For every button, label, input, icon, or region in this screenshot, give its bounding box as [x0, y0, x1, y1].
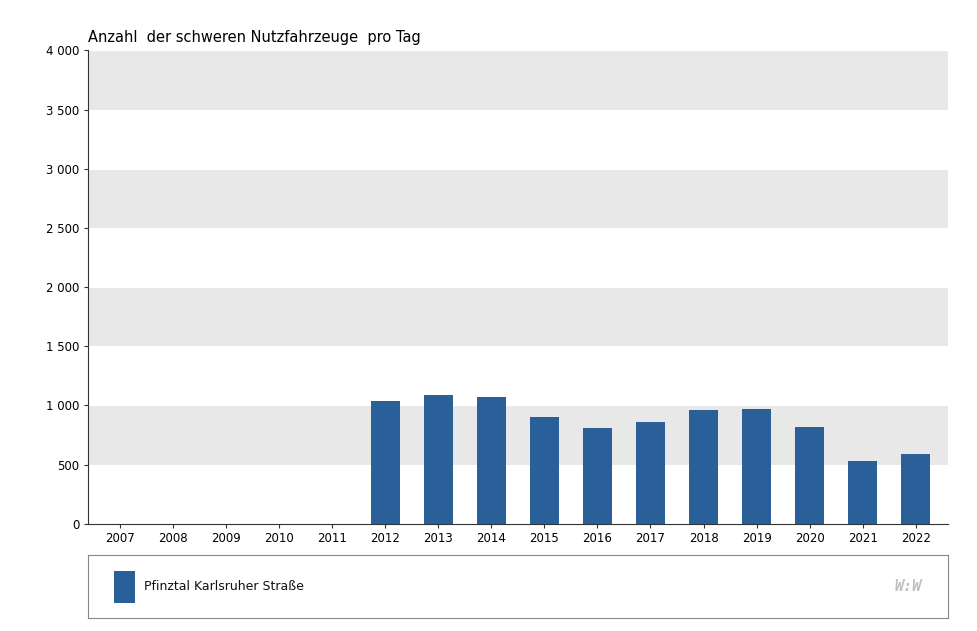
Bar [530, 417, 559, 524]
Bar [88, 110, 948, 168]
Bar [370, 401, 400, 524]
Bar [424, 395, 452, 524]
Bar [795, 427, 825, 524]
Bar [88, 168, 948, 228]
Text: Anzahl  der schweren Nutzfahrzeuge  pro Tag: Anzahl der schweren Nutzfahrzeuge pro Ta… [88, 30, 421, 45]
Bar [689, 410, 718, 524]
Bar [88, 346, 948, 405]
Bar [88, 287, 948, 346]
Bar [901, 454, 930, 524]
Bar [636, 422, 665, 524]
Bar [583, 428, 612, 524]
Bar [743, 409, 771, 524]
Bar [848, 461, 877, 524]
Bar [113, 571, 135, 603]
Text: Pfinztal Karlsruher Straße: Pfinztal Karlsruher Straße [144, 581, 304, 593]
Bar [88, 50, 948, 110]
Bar [88, 228, 948, 287]
Bar [88, 405, 948, 464]
Bar [477, 397, 506, 524]
Text: W:W: W:W [895, 579, 922, 594]
Bar [88, 464, 948, 524]
